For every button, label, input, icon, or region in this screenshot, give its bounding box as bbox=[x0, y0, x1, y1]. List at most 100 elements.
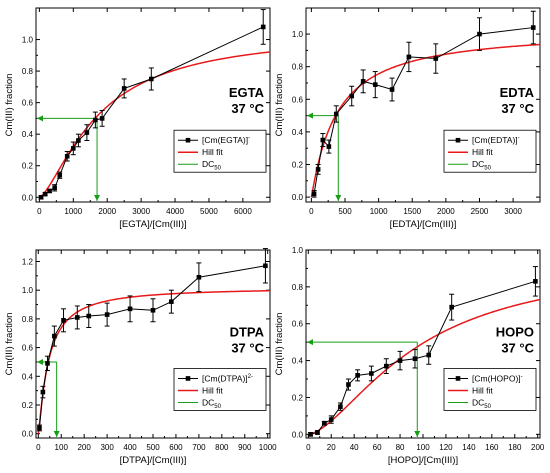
data-point bbox=[412, 356, 418, 362]
data-point bbox=[320, 137, 326, 143]
data-point bbox=[61, 318, 66, 323]
data-point bbox=[104, 312, 110, 317]
data-point bbox=[326, 144, 332, 149]
legend-data-label: [Cm(DTPA)]2- bbox=[202, 373, 253, 383]
legend: [Cm(DTPA)]2- Hill fit DC50 bbox=[173, 368, 267, 411]
y-tick-label: 0.4 bbox=[22, 372, 34, 381]
x-tick-label: 500 bbox=[146, 443, 160, 452]
data-point bbox=[64, 153, 70, 159]
legend-data-label-main: [Cm(HOPO)] bbox=[472, 373, 521, 383]
x-tick-label: 600 bbox=[169, 443, 183, 452]
data-point bbox=[52, 333, 57, 339]
data-point bbox=[121, 86, 127, 91]
x-tick-label: 2000 bbox=[437, 207, 455, 216]
x-tick-label: 3000 bbox=[504, 207, 522, 216]
y-tick-label: 0.2 bbox=[292, 393, 304, 402]
data-point bbox=[383, 363, 389, 369]
data-point bbox=[38, 194, 44, 200]
data-point bbox=[406, 54, 412, 60]
y-tick-label: 0.0 bbox=[22, 193, 34, 202]
data-point bbox=[169, 299, 174, 304]
legend-box bbox=[173, 129, 267, 173]
legend-dc50-label-sub: 50 bbox=[214, 166, 221, 172]
data-point bbox=[84, 130, 90, 135]
data-point bbox=[76, 138, 81, 143]
data-point bbox=[93, 117, 98, 123]
data-point bbox=[127, 306, 133, 312]
data-point bbox=[389, 87, 395, 92]
legend-dc50-label-main: DC bbox=[202, 397, 214, 407]
legend-dc50-label: DC50 bbox=[202, 159, 222, 172]
data-point bbox=[47, 188, 52, 194]
y-tick-label: 1.0 bbox=[292, 246, 304, 255]
x-tick-label: 200 bbox=[77, 443, 91, 452]
data-point bbox=[42, 191, 48, 197]
data-point bbox=[328, 417, 334, 422]
dc50-arrow-down bbox=[414, 431, 421, 437]
data-point bbox=[533, 279, 538, 284]
data-point bbox=[360, 79, 366, 84]
legend-fit-label: Hill fit bbox=[472, 147, 493, 157]
y-tick-label: 0.4 bbox=[292, 128, 304, 137]
data-line bbox=[310, 280, 536, 435]
x-tick-label: 180 bbox=[508, 443, 522, 452]
data-point bbox=[322, 420, 327, 426]
y-tick-label: 1.2 bbox=[22, 257, 34, 266]
data-point bbox=[308, 432, 313, 437]
data-point bbox=[196, 274, 202, 280]
legend-dc50-label: DC50 bbox=[202, 397, 222, 410]
y-tick-label: 0.0 bbox=[292, 430, 304, 439]
x-tick-label: 40 bbox=[350, 443, 359, 452]
annotation-temperature: 37 °C bbox=[501, 340, 534, 355]
x-tick-label: 400 bbox=[123, 443, 137, 452]
x-tick-label: 20 bbox=[327, 443, 336, 452]
x-tick-label: 80 bbox=[396, 443, 405, 452]
annotation-ligand: HOPO bbox=[496, 324, 534, 339]
hill-fit-curve bbox=[308, 298, 541, 436]
x-tick-label: 0 bbox=[37, 207, 42, 216]
hill-fit-curve bbox=[39, 51, 271, 198]
legend-data-label-charge: - bbox=[521, 374, 523, 380]
x-tick-label: 100 bbox=[416, 443, 430, 452]
legend-fit-label: Hill fit bbox=[202, 147, 223, 157]
annotation-ligand: EDTA bbox=[500, 85, 535, 100]
legend-data-marker bbox=[455, 376, 461, 381]
x-tick-label: 1000 bbox=[259, 443, 277, 452]
y-tick-label: 0.6 bbox=[22, 344, 34, 353]
data-point bbox=[71, 146, 76, 151]
x-tick-label: 3000 bbox=[132, 207, 150, 216]
legend-data-marker bbox=[455, 137, 461, 143]
data-point bbox=[150, 307, 156, 313]
chart-panel-egta: 0 1000 2000 3000 4000 5000 6000 0.0 0.2 0.4 0.6 0.8… bbox=[4, 7, 271, 230]
data-point bbox=[74, 315, 80, 320]
data-point bbox=[311, 191, 317, 197]
data-point bbox=[333, 111, 339, 117]
plot-frame bbox=[35, 7, 271, 203]
chart-panel-hopo: 0 20 40 60 80 100 120 140 160 180 200 0.0 0.2 0.4 0.6 0… bbox=[274, 246, 545, 466]
legend-data-label-main: [Cm(EGTA)] bbox=[202, 135, 248, 145]
legend: [Cm(EDTA)]- Hill fit DC50 bbox=[443, 129, 537, 173]
data-point bbox=[37, 425, 42, 431]
x-tick-label: 0 bbox=[306, 443, 311, 452]
legend-dc50-label-sub: 50 bbox=[214, 404, 221, 410]
x-tick-label: 300 bbox=[100, 443, 114, 452]
annotation-temperature: 37 °C bbox=[231, 340, 264, 355]
x-tick-label: 5000 bbox=[200, 207, 218, 216]
x-tick-label: 120 bbox=[439, 443, 453, 452]
legend-dc50-label-main: DC bbox=[202, 159, 214, 169]
y-tick-label: 1.0 bbox=[292, 30, 304, 39]
legend-data-label-main: [Cm(DTPA)] bbox=[202, 373, 248, 383]
y-tick-label: 0.2 bbox=[22, 401, 34, 410]
legend-data-label-charge: 2- bbox=[248, 374, 253, 380]
hill-fit-curve bbox=[310, 43, 541, 198]
data-point bbox=[349, 93, 355, 99]
x-tick-label: 1000 bbox=[370, 207, 388, 216]
y-tick-label: 0.2 bbox=[22, 162, 34, 171]
data-point bbox=[315, 167, 321, 172]
y-tick-label: 0.0 bbox=[292, 193, 304, 202]
x-tick-label: 6000 bbox=[234, 207, 252, 216]
x-tick-label: 4000 bbox=[166, 207, 184, 216]
x-tick-label: 140 bbox=[462, 443, 476, 452]
dc50-arrow-left bbox=[307, 339, 313, 346]
x-tick-label: 500 bbox=[338, 207, 352, 216]
